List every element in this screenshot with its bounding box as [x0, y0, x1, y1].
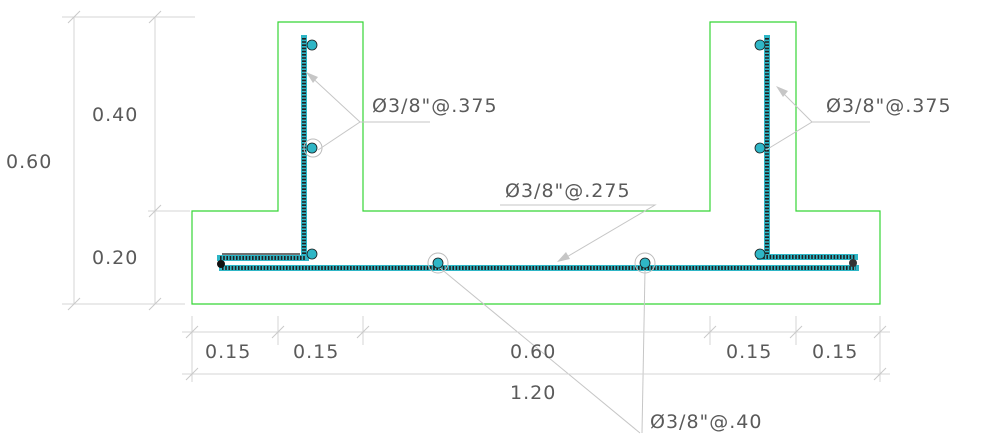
dim-upper-height: 0.40 — [92, 104, 138, 126]
dim-seg-4: 0.15 — [726, 341, 772, 363]
rebar-dot — [754, 39, 766, 51]
label-slab-top-rebar: Ø3/8"@.275 — [505, 180, 631, 202]
dim-seg-5: 0.15 — [812, 341, 858, 363]
rebar-dot-halo — [303, 138, 323, 158]
dim-seg-2: 0.15 — [293, 341, 339, 363]
dim-lower-height: 0.20 — [92, 247, 138, 269]
vertical-dimensions — [62, 10, 195, 311]
label-slab-bottom-rebar: Ø3/8"@.40 — [650, 411, 763, 433]
rebar-dot-halo — [427, 252, 449, 274]
rebar-dot — [754, 248, 766, 260]
dim-seg-1: 0.15 — [205, 341, 251, 363]
leader-lines — [305, 71, 870, 434]
rebar-end-dot — [217, 260, 225, 268]
dim-total-height: 0.60 — [6, 151, 52, 173]
dim-total-width: 1.20 — [510, 382, 556, 404]
rebar-end-dot — [849, 259, 857, 267]
rebar-dot — [306, 248, 318, 260]
rebar-dot — [306, 39, 318, 51]
rebar-dot — [639, 257, 651, 269]
rebar-dot — [754, 142, 766, 154]
rebar-dot — [306, 142, 318, 154]
concrete-section-outline — [191, 21, 881, 305]
rebar-group — [217, 35, 859, 274]
horizontal-dimensions — [182, 316, 890, 382]
dim-seg-3: 0.60 — [510, 341, 556, 363]
rebar-dot — [432, 257, 444, 269]
label-left-wall-rebar: Ø3/8"@.375 — [372, 95, 498, 117]
label-right-wall-rebar: Ø3/8"@.375 — [826, 95, 952, 117]
